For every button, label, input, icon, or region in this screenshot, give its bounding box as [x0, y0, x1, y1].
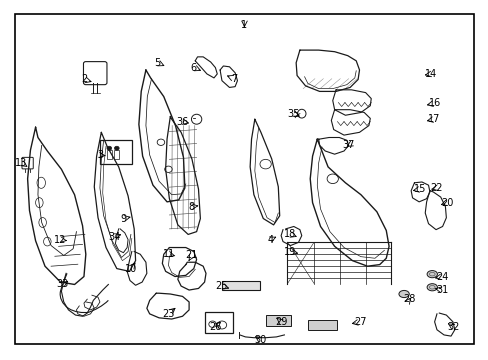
Ellipse shape	[398, 291, 408, 298]
Text: 33: 33	[56, 279, 68, 289]
Text: 32: 32	[447, 322, 459, 332]
Bar	[114, 150, 119, 159]
Text: 24: 24	[435, 271, 448, 282]
Text: 16: 16	[427, 98, 440, 108]
Text: 29: 29	[274, 317, 287, 327]
Circle shape	[114, 146, 119, 150]
Text: 35: 35	[287, 109, 299, 119]
Bar	[107, 150, 111, 159]
Text: 3: 3	[97, 150, 103, 160]
Text: 20: 20	[440, 198, 452, 208]
Text: 11: 11	[163, 249, 175, 259]
Bar	[100, 140, 132, 164]
Text: 36: 36	[176, 117, 188, 127]
Text: 15: 15	[413, 184, 426, 194]
Bar	[314, 325, 317, 329]
Bar	[324, 325, 327, 329]
Ellipse shape	[426, 271, 437, 278]
Text: 37: 37	[342, 140, 354, 150]
Text: 34: 34	[108, 232, 120, 242]
Text: 13: 13	[15, 158, 28, 168]
Text: 23: 23	[162, 309, 174, 319]
Text: 1: 1	[241, 20, 247, 30]
Text: 22: 22	[430, 183, 442, 193]
Text: 31: 31	[436, 285, 448, 295]
Text: 4: 4	[267, 235, 273, 244]
Circle shape	[107, 146, 111, 150]
Text: 30: 30	[254, 335, 266, 345]
Text: 21: 21	[185, 251, 198, 261]
Bar	[319, 325, 322, 329]
Text: 9: 9	[120, 213, 126, 224]
Bar	[204, 312, 232, 333]
Text: 27: 27	[354, 317, 366, 327]
Bar	[285, 321, 288, 325]
Text: 7: 7	[230, 74, 237, 84]
Bar	[279, 321, 283, 325]
Ellipse shape	[426, 284, 437, 291]
Text: 10: 10	[124, 264, 137, 274]
Bar	[307, 320, 336, 330]
Bar	[265, 315, 291, 326]
Bar	[308, 325, 312, 329]
Text: 19: 19	[284, 247, 296, 257]
Text: 25: 25	[215, 281, 228, 291]
Bar	[329, 325, 332, 329]
Text: 18: 18	[284, 229, 296, 239]
Bar	[222, 281, 260, 290]
Text: 14: 14	[425, 69, 437, 79]
Text: 26: 26	[209, 322, 221, 332]
Text: 2: 2	[81, 75, 87, 85]
Bar	[267, 321, 271, 325]
Text: 17: 17	[427, 114, 440, 124]
Text: 28: 28	[403, 294, 415, 304]
Text: 5: 5	[154, 58, 161, 68]
Text: 8: 8	[188, 202, 195, 212]
Bar	[273, 321, 277, 325]
Text: 12: 12	[54, 235, 66, 244]
Text: 6: 6	[190, 63, 197, 73]
